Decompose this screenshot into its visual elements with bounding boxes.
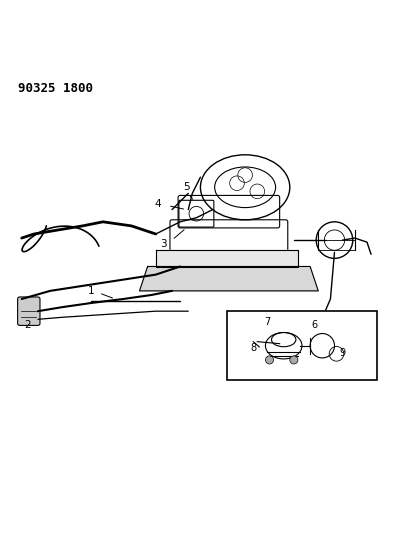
Text: 90325 1800: 90325 1800 bbox=[18, 82, 92, 95]
Text: 8: 8 bbox=[250, 343, 256, 353]
Text: 5: 5 bbox=[183, 182, 189, 192]
FancyBboxPatch shape bbox=[18, 297, 40, 326]
Text: 2: 2 bbox=[25, 320, 31, 330]
Text: 3: 3 bbox=[161, 239, 167, 249]
Polygon shape bbox=[156, 251, 298, 266]
Text: 4: 4 bbox=[155, 198, 161, 208]
Text: 9: 9 bbox=[339, 348, 346, 358]
Bar bbox=[227, 311, 377, 380]
Text: 1: 1 bbox=[88, 286, 94, 296]
Circle shape bbox=[290, 356, 298, 364]
Text: 6: 6 bbox=[311, 320, 317, 330]
Polygon shape bbox=[139, 266, 318, 291]
Circle shape bbox=[265, 356, 274, 364]
Text: 7: 7 bbox=[264, 317, 271, 327]
